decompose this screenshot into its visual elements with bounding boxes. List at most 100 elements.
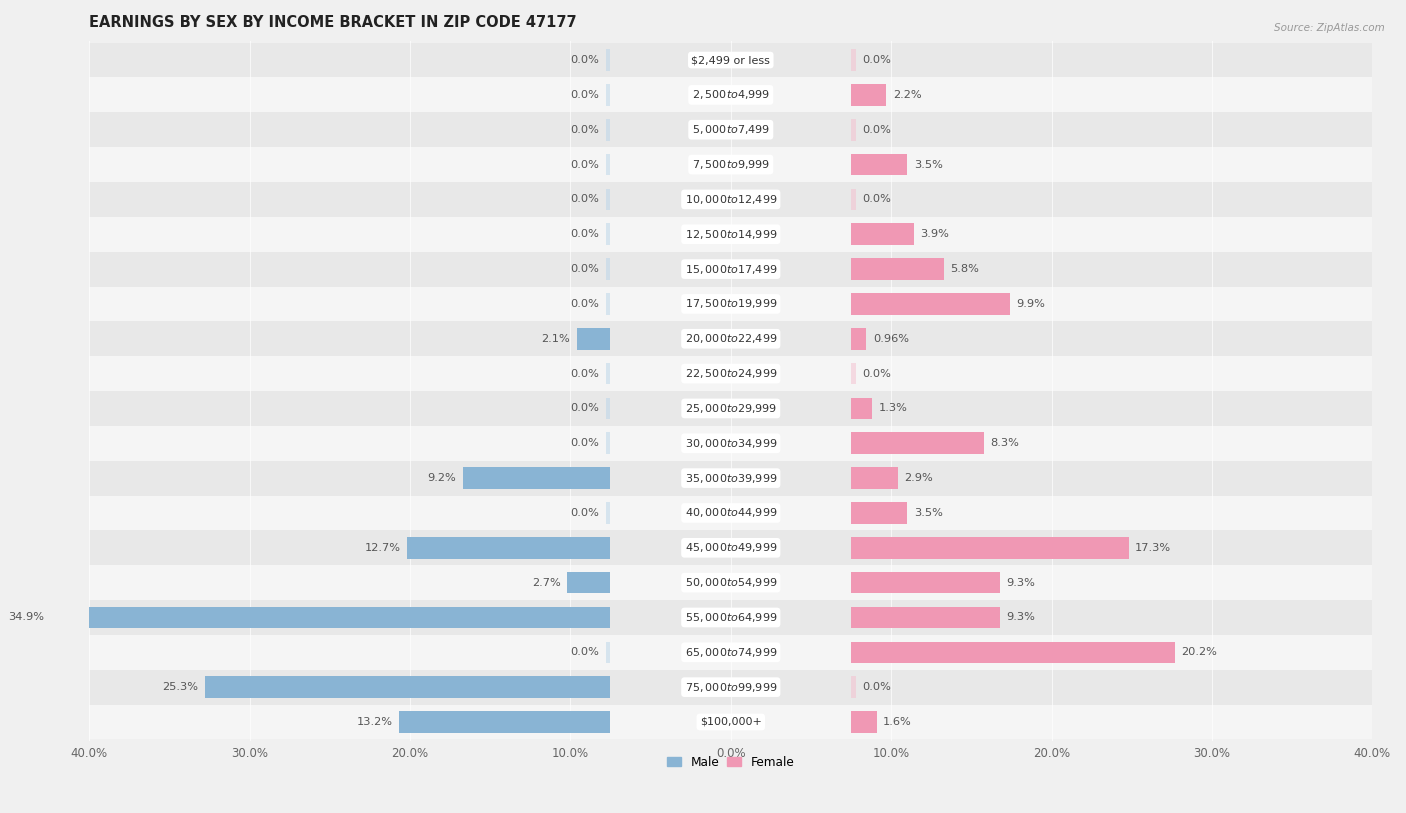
Bar: [606, 154, 610, 176]
Text: 0.0%: 0.0%: [571, 403, 599, 414]
Text: 0.0%: 0.0%: [862, 194, 891, 204]
Text: 12.7%: 12.7%: [364, 543, 401, 553]
Text: 9.2%: 9.2%: [427, 473, 457, 483]
Bar: [89, 321, 1372, 356]
Bar: [89, 635, 1372, 670]
Text: $30,000 to $34,999: $30,000 to $34,999: [685, 437, 778, 450]
Bar: [851, 224, 914, 245]
Text: 0.0%: 0.0%: [571, 124, 599, 135]
Bar: [851, 84, 886, 106]
Text: 9.3%: 9.3%: [1007, 612, 1036, 623]
Text: 9.9%: 9.9%: [1017, 299, 1045, 309]
Text: 0.0%: 0.0%: [571, 508, 599, 518]
Text: $12,500 to $14,999: $12,500 to $14,999: [685, 228, 778, 241]
Bar: [851, 328, 866, 350]
Text: $50,000 to $54,999: $50,000 to $54,999: [685, 576, 778, 589]
Text: 0.0%: 0.0%: [571, 159, 599, 170]
Text: 2.9%: 2.9%: [904, 473, 932, 483]
Text: 0.0%: 0.0%: [571, 194, 599, 204]
Bar: [606, 224, 610, 245]
Text: 0.0%: 0.0%: [571, 368, 599, 379]
Bar: [851, 711, 877, 733]
Text: $20,000 to $22,499: $20,000 to $22,499: [685, 333, 778, 346]
Bar: [851, 676, 856, 698]
Text: 1.3%: 1.3%: [879, 403, 907, 414]
Bar: [606, 50, 610, 71]
Text: 3.5%: 3.5%: [914, 508, 942, 518]
Text: 0.96%: 0.96%: [873, 334, 908, 344]
Text: 0.0%: 0.0%: [571, 299, 599, 309]
Bar: [89, 530, 1372, 565]
Bar: [851, 259, 945, 280]
Bar: [89, 705, 1372, 739]
Bar: [851, 293, 1010, 315]
Bar: [851, 189, 856, 211]
Text: $15,000 to $17,499: $15,000 to $17,499: [685, 263, 778, 276]
Bar: [606, 119, 610, 141]
Bar: [89, 42, 1372, 77]
Bar: [606, 189, 610, 211]
Text: $5,000 to $7,499: $5,000 to $7,499: [692, 124, 770, 137]
Bar: [89, 77, 1372, 112]
Text: $10,000 to $12,499: $10,000 to $12,499: [685, 193, 778, 206]
Bar: [399, 711, 610, 733]
Text: 0.0%: 0.0%: [862, 55, 891, 65]
Bar: [406, 537, 610, 559]
Text: 0.0%: 0.0%: [862, 682, 891, 692]
Text: $25,000 to $29,999: $25,000 to $29,999: [685, 402, 778, 415]
Bar: [463, 467, 610, 489]
Text: 0.0%: 0.0%: [862, 368, 891, 379]
Bar: [89, 286, 1372, 321]
Bar: [89, 426, 1372, 461]
Bar: [89, 182, 1372, 217]
Text: 2.1%: 2.1%: [541, 334, 571, 344]
Text: 17.3%: 17.3%: [1135, 543, 1171, 553]
Bar: [606, 433, 610, 454]
Bar: [89, 356, 1372, 391]
Text: 0.0%: 0.0%: [571, 647, 599, 658]
Text: $65,000 to $74,999: $65,000 to $74,999: [685, 646, 778, 659]
Bar: [851, 467, 897, 489]
Bar: [606, 502, 610, 524]
Text: $35,000 to $39,999: $35,000 to $39,999: [685, 472, 778, 485]
Bar: [567, 572, 610, 593]
Text: 5.8%: 5.8%: [950, 264, 980, 274]
Text: Source: ZipAtlas.com: Source: ZipAtlas.com: [1274, 23, 1385, 33]
Text: 0.0%: 0.0%: [571, 229, 599, 239]
Bar: [851, 606, 1000, 628]
Text: 2.7%: 2.7%: [531, 578, 561, 588]
Text: 13.2%: 13.2%: [356, 717, 392, 727]
Bar: [606, 398, 610, 420]
Text: 9.3%: 9.3%: [1007, 578, 1036, 588]
Text: EARNINGS BY SEX BY INCOME BRACKET IN ZIP CODE 47177: EARNINGS BY SEX BY INCOME BRACKET IN ZIP…: [89, 15, 576, 30]
Bar: [89, 112, 1372, 147]
Bar: [606, 363, 610, 385]
Bar: [851, 641, 1175, 663]
Text: 0.0%: 0.0%: [571, 90, 599, 100]
Text: 34.9%: 34.9%: [8, 612, 44, 623]
Text: $17,500 to $19,999: $17,500 to $19,999: [685, 298, 778, 311]
Text: 3.9%: 3.9%: [920, 229, 949, 239]
Bar: [89, 252, 1372, 286]
Text: $55,000 to $64,999: $55,000 to $64,999: [685, 611, 778, 624]
Text: 20.2%: 20.2%: [1181, 647, 1218, 658]
Text: $75,000 to $99,999: $75,000 to $99,999: [685, 680, 778, 693]
Bar: [851, 119, 856, 141]
Text: $45,000 to $49,999: $45,000 to $49,999: [685, 541, 778, 554]
Legend: Male, Female: Male, Female: [662, 751, 800, 774]
Text: $2,500 to $4,999: $2,500 to $4,999: [692, 89, 770, 102]
Text: 1.6%: 1.6%: [883, 717, 912, 727]
Bar: [89, 670, 1372, 705]
Bar: [606, 641, 610, 663]
Bar: [205, 676, 610, 698]
Bar: [89, 496, 1372, 530]
Bar: [851, 572, 1000, 593]
Text: $100,000+: $100,000+: [700, 717, 762, 727]
Text: 0.0%: 0.0%: [862, 124, 891, 135]
Text: $40,000 to $44,999: $40,000 to $44,999: [685, 506, 778, 520]
Bar: [576, 328, 610, 350]
Bar: [851, 154, 907, 176]
Bar: [851, 537, 1129, 559]
Bar: [851, 50, 856, 71]
Text: $22,500 to $24,999: $22,500 to $24,999: [685, 367, 778, 380]
